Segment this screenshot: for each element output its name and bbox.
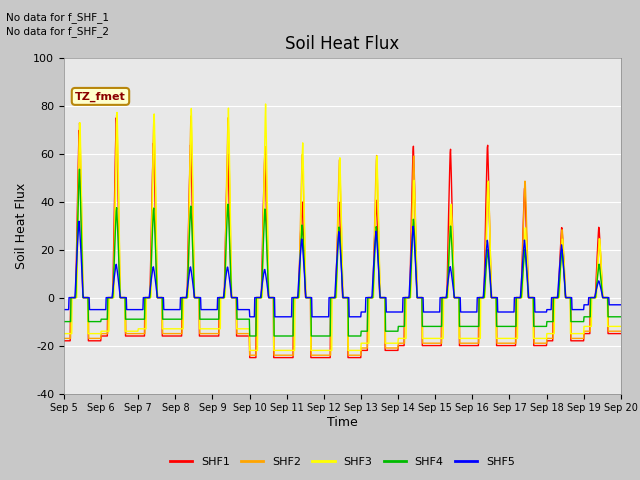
SHF3 <box>262 101 269 107</box>
SHF3 <box>246 348 254 353</box>
SHF4 <box>617 314 625 320</box>
Line: SHF2: SHF2 <box>64 115 621 355</box>
SHF2 <box>60 336 68 341</box>
SHF1 <box>60 338 68 344</box>
SHF1 <box>184 237 192 242</box>
SHF3 <box>60 331 68 336</box>
SHF3 <box>170 326 178 332</box>
SHF1 <box>247 355 255 360</box>
SHF4 <box>247 333 255 339</box>
SHF3 <box>552 295 559 300</box>
SHF1 <box>552 295 559 300</box>
SHF5 <box>617 302 625 308</box>
SHF5 <box>60 307 68 312</box>
SHF1 <box>171 333 179 339</box>
SHF2 <box>171 331 179 336</box>
SHF5 <box>76 218 83 224</box>
SHF1 <box>113 115 120 120</box>
Text: No data for f_SHF_2: No data for f_SHF_2 <box>6 26 109 37</box>
SHF3 <box>502 336 510 341</box>
SHF1 <box>429 343 437 348</box>
SHF4 <box>246 333 253 339</box>
Legend: SHF1, SHF2, SHF3, SHF4, SHF5: SHF1, SHF2, SHF3, SHF4, SHF5 <box>166 453 519 472</box>
Text: TZ_fmet: TZ_fmet <box>75 91 126 102</box>
SHF4 <box>552 295 559 300</box>
SHF3 <box>184 295 191 300</box>
SHF2 <box>113 112 120 118</box>
SHF3 <box>246 348 253 353</box>
SHF2 <box>247 352 255 358</box>
SHF3 <box>429 336 437 341</box>
SHF3 <box>617 324 625 329</box>
Title: Soil Heat Flux: Soil Heat Flux <box>285 35 399 53</box>
SHF5 <box>184 278 192 284</box>
Text: No data for f_SHF_1: No data for f_SHF_1 <box>6 12 109 23</box>
SHF4 <box>502 324 510 329</box>
SHF2 <box>246 352 253 358</box>
SHF1 <box>617 331 625 336</box>
SHF5 <box>246 314 253 320</box>
SHF1 <box>502 343 510 348</box>
X-axis label: Time: Time <box>327 416 358 429</box>
SHF1 <box>246 355 253 360</box>
Line: SHF1: SHF1 <box>64 118 621 358</box>
Line: SHF4: SHF4 <box>64 169 621 336</box>
SHF5 <box>171 307 179 312</box>
SHF2 <box>184 247 192 253</box>
SHF4 <box>60 319 68 324</box>
SHF5 <box>552 295 559 300</box>
SHF2 <box>617 328 625 334</box>
Line: SHF5: SHF5 <box>64 221 621 317</box>
SHF2 <box>552 295 559 300</box>
SHF2 <box>502 340 510 346</box>
SHF5 <box>247 314 255 320</box>
SHF4 <box>171 316 179 322</box>
SHF4 <box>76 167 83 172</box>
Y-axis label: Soil Heat Flux: Soil Heat Flux <box>15 182 28 269</box>
SHF5 <box>502 309 510 315</box>
SHF4 <box>429 324 437 329</box>
SHF2 <box>429 340 437 346</box>
SHF4 <box>184 265 192 271</box>
Line: SHF3: SHF3 <box>64 104 621 350</box>
SHF5 <box>429 309 437 315</box>
